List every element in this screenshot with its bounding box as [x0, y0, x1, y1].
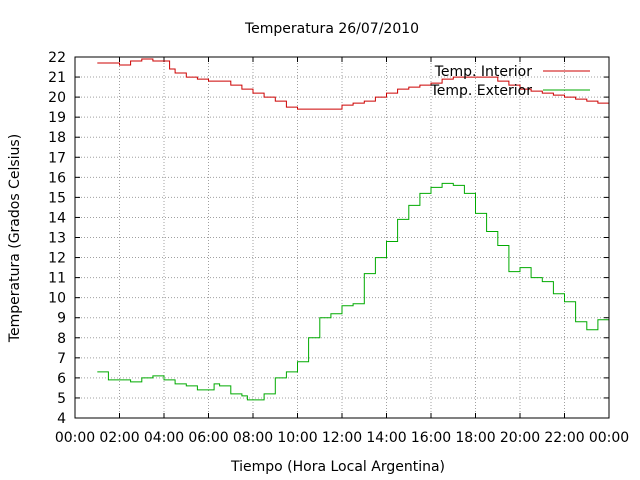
y-tick-label: 9	[57, 311, 66, 327]
legend-label: Temp. Exterior	[430, 83, 533, 99]
x-tick-label: 08:00	[233, 430, 273, 446]
y-tick-label: 14	[48, 210, 66, 226]
legend-label: Temp. Interior	[434, 64, 533, 80]
y-tick-label: 22	[48, 50, 66, 66]
series-line-interior	[97, 58, 609, 110]
y-tick-label: 13	[48, 231, 66, 247]
x-tick-label: 06:00	[188, 430, 228, 446]
chart-title: Temperatura 26/07/2010	[244, 21, 419, 37]
y-tick-label: 5	[57, 391, 66, 407]
y-tick-label: 16	[48, 170, 66, 186]
y-tick-label: 21	[48, 70, 66, 86]
y-tick-label: 8	[57, 331, 66, 347]
x-tick-label: 04:00	[144, 430, 184, 446]
x-tick-label: 16:00	[411, 430, 451, 446]
x-tick-label: 12:00	[322, 430, 362, 446]
grid-layer	[75, 57, 609, 418]
y-tick-label: 4	[57, 411, 66, 427]
y-tick-label: 15	[48, 190, 66, 206]
x-tick-label: 18:00	[455, 430, 495, 446]
x-tick-label: 00:00	[55, 430, 95, 446]
x-tick-label: 10:00	[277, 430, 317, 446]
y-tick-label: 10	[48, 291, 66, 307]
x-tick-label: 00:00	[589, 430, 629, 446]
legend: Temp. Interior Temp. Exterior	[430, 64, 590, 99]
x-tick-label: 20:00	[500, 430, 540, 446]
y-tick-label: 11	[48, 271, 66, 287]
series-layer	[97, 58, 610, 401]
y-axis-label: Temperatura (Grados Celsius)	[7, 134, 23, 343]
x-tick-label: 14:00	[366, 430, 406, 446]
y-tick-label: 12	[48, 251, 66, 267]
plot-frame	[74, 56, 610, 419]
series-line-exterior	[97, 182, 610, 401]
y-tick-label: 17	[48, 150, 66, 166]
y-tick-label: 20	[48, 90, 66, 106]
y-tick-label: 19	[48, 110, 66, 126]
x-tick-label: 22:00	[544, 430, 584, 446]
x-axis-label: Tiempo (Hora Local Argentina)	[230, 459, 445, 475]
x-tick-label: 02:00	[99, 430, 139, 446]
y-tick-label: 18	[48, 130, 66, 146]
y-tick-label: 6	[57, 371, 66, 387]
y-tick-label: 7	[57, 351, 66, 367]
